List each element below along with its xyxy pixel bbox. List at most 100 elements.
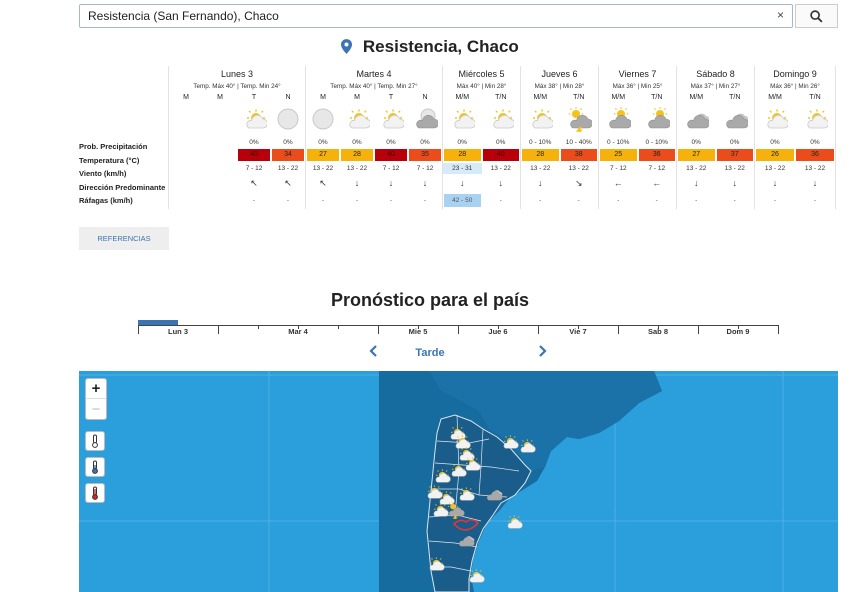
precipitation-probability: 0%	[496, 139, 506, 146]
precipitation-probability: 0%	[691, 139, 701, 146]
slot-label: M/M	[533, 94, 548, 101]
gust-speed: -	[655, 197, 658, 204]
zoom-out-button[interactable]: −	[91, 401, 101, 418]
period-label: Tarde	[415, 347, 445, 359]
slot-label: T/N	[729, 94, 741, 101]
gust-speed: -	[773, 197, 777, 204]
sun-cloud-icon	[344, 106, 371, 132]
row-labels: Prob. Precipitación Temperatura (°C) Vie…	[79, 140, 171, 208]
thermometer-hot-icon	[92, 486, 98, 500]
forecast-slot: M/M 0% 26 13 - 22 ↓ -	[755, 94, 795, 209]
next-period-icon[interactable]	[535, 344, 549, 358]
sun-cloud-icon[interactable]	[451, 433, 471, 449]
precipitation-probability: 0%	[770, 139, 780, 146]
temperature-value: 28	[522, 149, 559, 161]
temperature-value: 27	[307, 149, 339, 161]
sun-cloud-icon[interactable]	[499, 433, 519, 449]
moon-icon	[310, 106, 336, 132]
map-base-icon	[79, 371, 838, 592]
slot-label: M/M	[611, 94, 626, 101]
search-box[interactable]: ×	[79, 4, 793, 28]
timeline-day-label[interactable]: Dom 9	[726, 327, 750, 336]
wind-speed: 13 - 22	[686, 165, 707, 172]
wind-direction-icon: ↖	[250, 178, 258, 188]
sun-cloud-icon[interactable]	[516, 437, 536, 453]
precipitation-probability: 0%	[457, 139, 467, 146]
day-min-max: Máx 37° | Min 27°	[690, 83, 741, 90]
min-temperature-layer-button[interactable]	[85, 457, 105, 477]
slot-label: M/M	[455, 94, 470, 101]
cloud-icon[interactable]	[483, 485, 503, 501]
storm-icon[interactable]	[445, 501, 465, 522]
zoom-control: + −	[85, 378, 107, 420]
clear-icon[interactable]: ×	[776, 8, 784, 22]
references-button[interactable]: REFERENCIAS	[79, 227, 169, 250]
temperature-layer-button[interactable]	[85, 431, 105, 451]
timeline-tick	[298, 325, 299, 329]
forecast-day: Jueves 6 Máx 38° | Min 28° M/M 0 - 10% 28 13 …	[520, 66, 598, 209]
sun-cloud-icon[interactable]	[425, 555, 445, 571]
wind-speed: 13 - 22	[764, 165, 786, 172]
forecast-day: Lunes 3 Temp. Máx 40° | Temp. Min 24° M M T 0…	[168, 66, 305, 209]
max-temperature-layer-button[interactable]	[85, 483, 105, 503]
sun-cloud-icon[interactable]	[429, 501, 449, 517]
precipitation-probability: 0%	[810, 139, 820, 146]
search-input[interactable]	[88, 8, 768, 24]
wind-direction-icon: ←	[652, 178, 662, 188]
temperature-value: 37	[716, 149, 753, 161]
sun-cloud-icon[interactable]	[446, 424, 466, 440]
zoom-in-button[interactable]: +	[86, 379, 106, 399]
sun-cloud-icon[interactable]	[447, 461, 467, 477]
sun-cloud-icon	[527, 106, 555, 132]
timeline-day-label[interactable]: Vie 7	[569, 327, 587, 336]
precipitation-probability: 0%	[352, 139, 362, 146]
forecast-map[interactable]: + −	[79, 371, 838, 592]
previous-period-icon[interactable]	[367, 344, 381, 358]
wind-speed: 7 - 12	[609, 165, 627, 172]
cloud-sun-icon	[644, 106, 671, 132]
sun-cloud-icon	[449, 106, 477, 132]
cloud-icon[interactable]	[455, 531, 475, 547]
forecast-slot: M/M 0% 27 13 - 22 ↓ -	[677, 94, 716, 209]
sun-cloud-icon[interactable]	[503, 513, 523, 529]
thermometer-icon	[92, 434, 98, 448]
day-name: Jueves 6	[541, 69, 578, 79]
sun-cloud-icon	[378, 106, 405, 132]
timeline-day-label[interactable]: Jue 6	[488, 327, 508, 336]
temperature-value: 27	[678, 149, 715, 161]
day-name: Lunes 3	[220, 69, 254, 79]
location-heading: Resistencia, Chaco	[0, 37, 860, 57]
location-pin-icon	[341, 39, 353, 54]
sun-cloud-icon[interactable]	[461, 455, 481, 471]
timeline-day-label[interactable]: Lun 3	[168, 327, 188, 336]
forecast-slot: T 0% 40 7 - 12 ↓ -	[374, 94, 408, 209]
gust-speed: 42 - 50	[444, 194, 481, 207]
day-timeline[interactable]: Lun 3 Mar 4 Mie 5 Jue 6 Vie 7 Sab 8 Dom 9	[138, 320, 779, 336]
timeline-tick	[738, 325, 739, 329]
forecast-slot: T/N 0% 37 13 - 22 ↓ -	[716, 94, 755, 209]
timeline-day-label[interactable]: Mie 5	[408, 327, 428, 336]
wind-direction-icon: ↓	[694, 178, 699, 188]
sun-cloud-icon[interactable]	[423, 483, 443, 499]
cloud-icon	[722, 106, 749, 132]
slot-label: M	[320, 94, 326, 101]
gust-speed: -	[695, 197, 698, 204]
sun-cloud-icon[interactable]	[435, 489, 455, 505]
forecast-slot: N 0% 35 7 - 12 ↓ -	[408, 94, 442, 209]
wind-direction-icon: ↖	[284, 178, 292, 188]
search-button[interactable]	[795, 4, 838, 28]
temperature-value: 40	[482, 149, 519, 161]
sun-cloud-icon[interactable]	[455, 445, 475, 461]
sun-cloud-icon[interactable]	[465, 567, 485, 583]
sun-cloud-icon[interactable]	[431, 467, 451, 483]
day-min-max: Máx 36° | Min 25°	[612, 83, 663, 90]
wind-speed: 7 - 12	[648, 165, 666, 172]
timeline-day-label[interactable]: Mar 4	[288, 327, 308, 336]
row-label-precipitation: Prob. Precipitación	[79, 142, 148, 151]
gust-speed: -	[252, 197, 256, 204]
temperature-value: 28	[444, 149, 481, 161]
timeline-day-label[interactable]: Sab 8	[647, 327, 668, 336]
forecast-table: Lunes 3 Temp. Máx 40° | Temp. Min 24° M M T 0…	[168, 66, 838, 209]
slot-label: T/N	[809, 94, 821, 101]
sun-cloud-icon[interactable]	[455, 485, 475, 501]
